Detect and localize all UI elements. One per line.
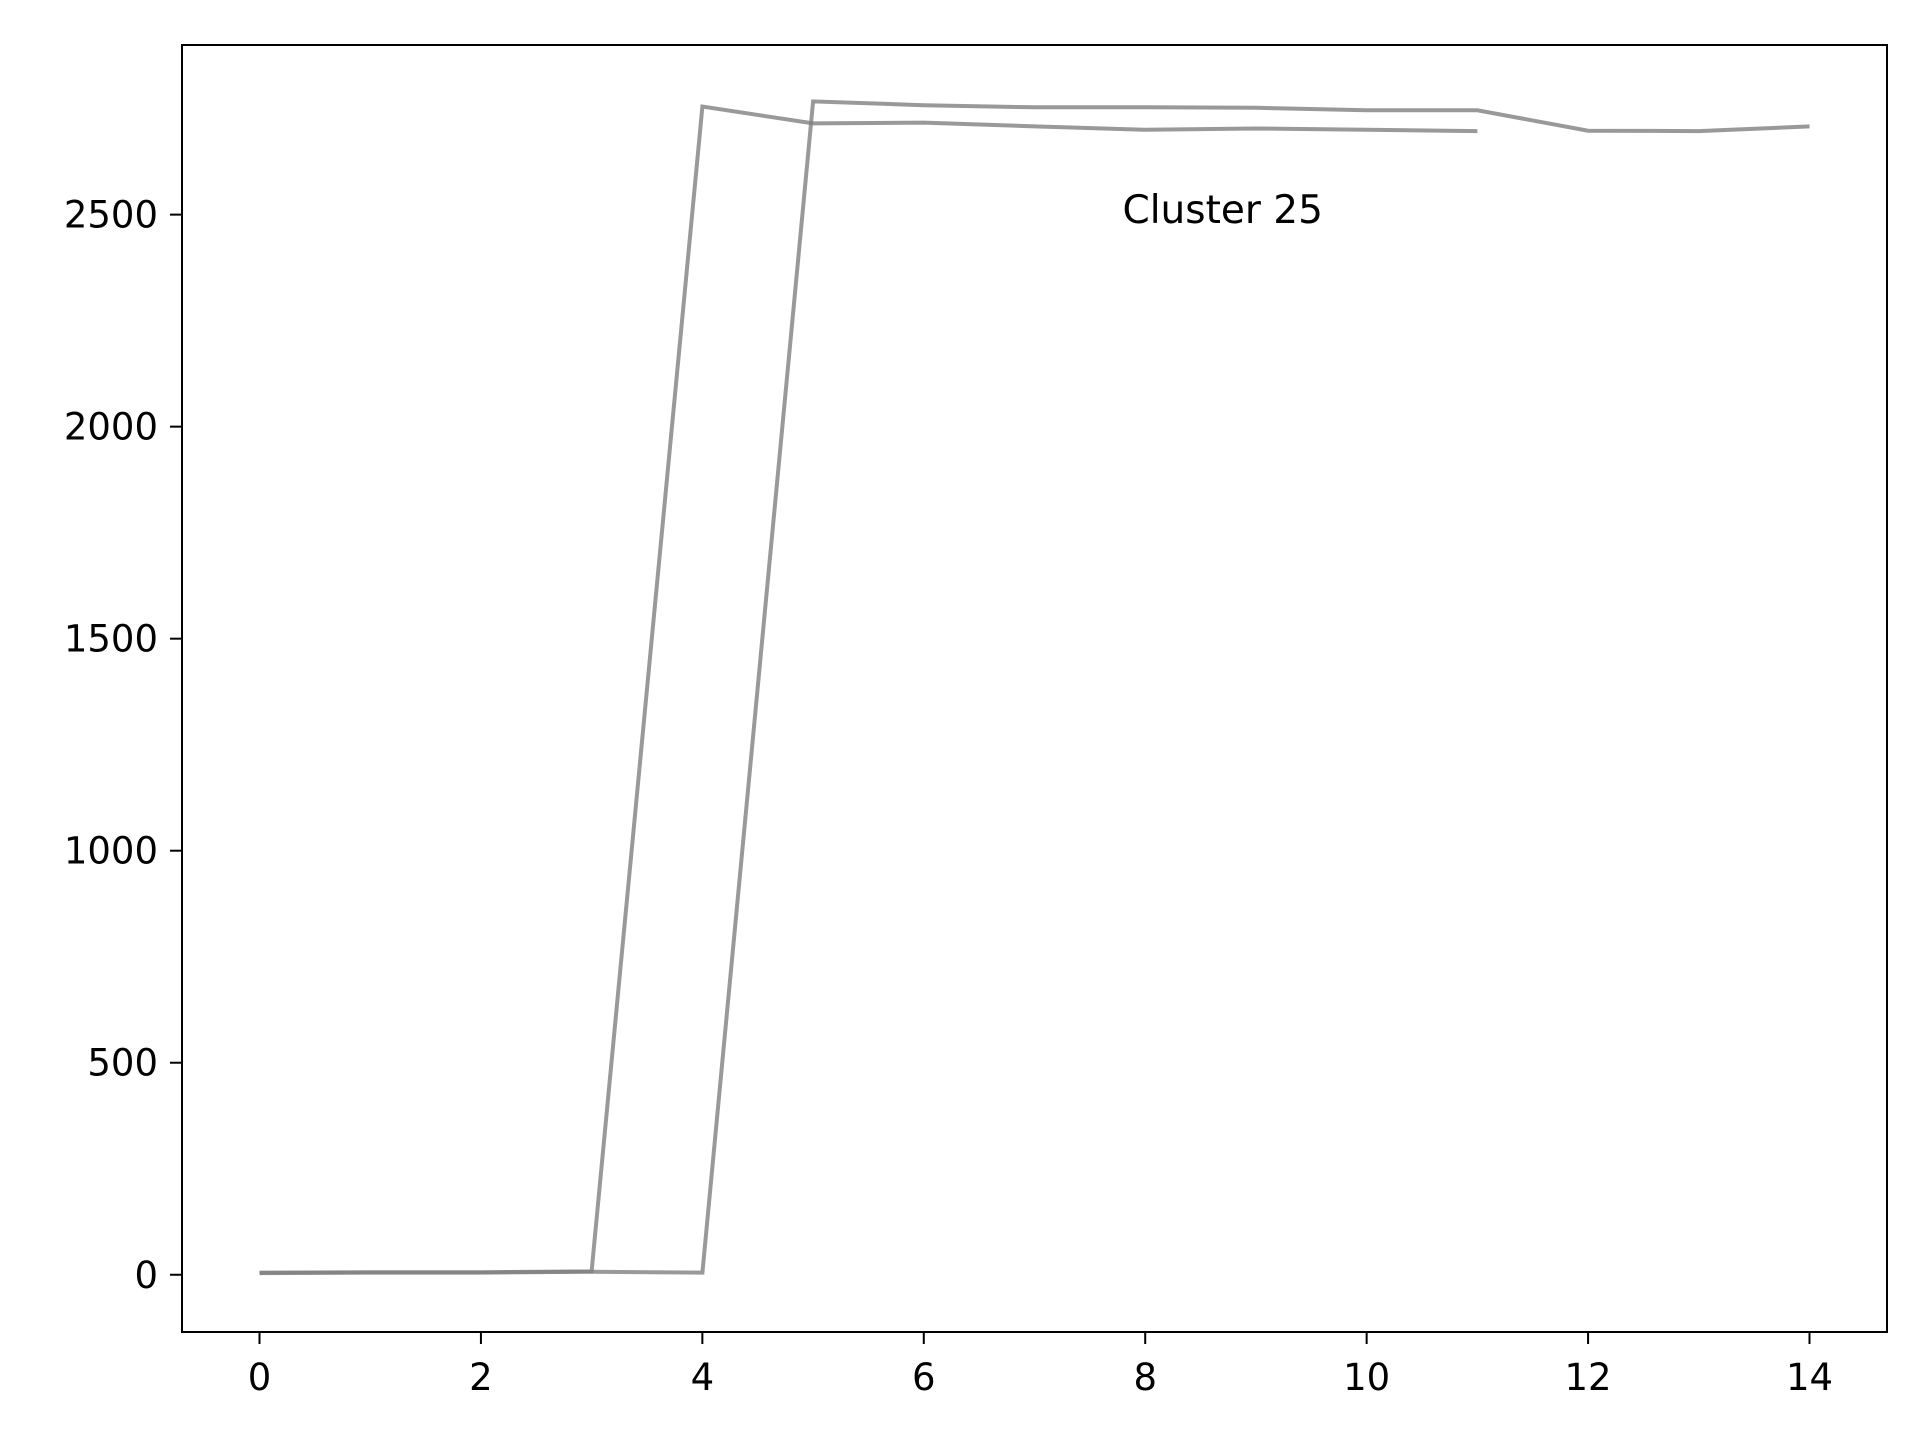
y-tick-label: 500: [87, 1042, 158, 1085]
y-axis: 0 500 1000 1500 2000 2500: [64, 194, 182, 1297]
x-tick-label: 2: [469, 1356, 493, 1399]
x-tick-label: 10: [1343, 1356, 1390, 1399]
series-line-2: [259, 99, 1810, 1276]
series-layer: [259, 99, 1810, 1276]
x-tick-label: 6: [912, 1356, 936, 1399]
series-line-1: [259, 104, 1478, 1275]
y-tick-label: 1500: [64, 618, 158, 661]
cluster-annotation: Cluster 25: [1122, 188, 1322, 233]
x-tick-label: 0: [248, 1356, 272, 1399]
x-tick-label: 4: [691, 1356, 715, 1399]
x-tick-label: 8: [1133, 1356, 1157, 1399]
x-tick-label: 14: [1786, 1356, 1833, 1399]
y-tick-label: 0: [134, 1254, 158, 1297]
plot-area-frame: [181, 44, 1888, 1333]
y-tick-label: 2500: [64, 194, 158, 237]
y-tick-label: 2000: [64, 406, 158, 449]
y-tick-label: 1000: [64, 830, 158, 873]
x-tick-label: 12: [1565, 1356, 1612, 1399]
x-axis: 0 2 4 6 8 10 12 14: [248, 1332, 1833, 1399]
